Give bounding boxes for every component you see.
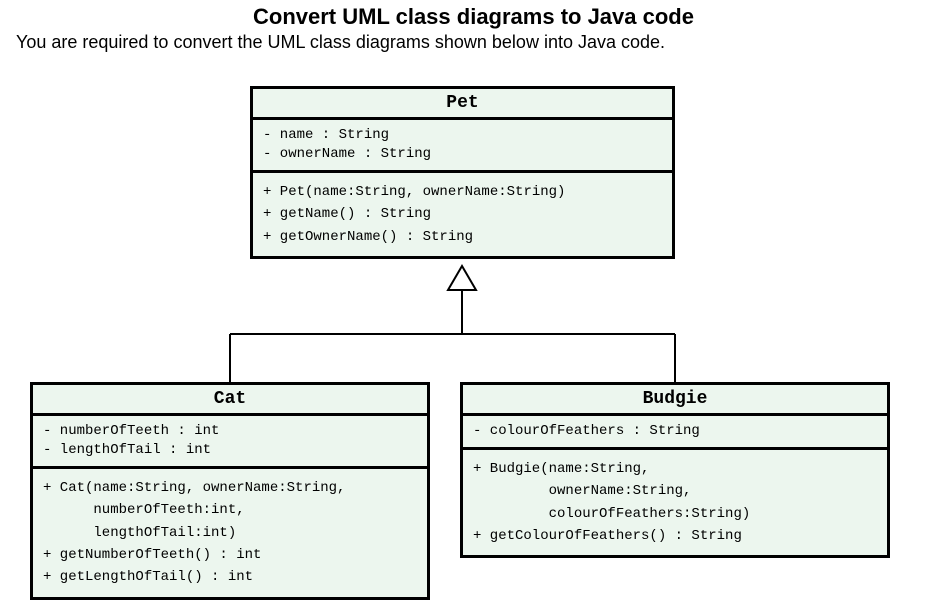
uml-class-methods: + Budgie(name:String, ownerName:String, … xyxy=(463,450,887,556)
uml-class-methods: + Cat(name:String, ownerName:String, num… xyxy=(33,469,427,597)
page-subtitle: You are required to convert the UML clas… xyxy=(16,32,947,53)
uml-class-name: Cat xyxy=(33,385,427,416)
uml-class-methods: + Pet(name:String, ownerName:String) + g… xyxy=(253,173,672,256)
uml-class-attributes: - colourOfFeathers : String xyxy=(463,416,887,450)
uml-class-name: Pet xyxy=(253,89,672,120)
uml-class-pet: Pet - name : String - ownerName : String… xyxy=(250,86,675,259)
uml-class-attributes: - name : String - ownerName : String xyxy=(253,120,672,173)
uml-class-budgie: Budgie - colourOfFeathers : String + Bud… xyxy=(460,382,890,558)
uml-class-attributes: - numberOfTeeth : int - lengthOfTail : i… xyxy=(33,416,427,469)
page-title: Convert UML class diagrams to Java code xyxy=(0,4,947,30)
uml-class-cat: Cat - numberOfTeeth : int - lengthOfTail… xyxy=(30,382,430,600)
uml-class-name: Budgie xyxy=(463,385,887,416)
